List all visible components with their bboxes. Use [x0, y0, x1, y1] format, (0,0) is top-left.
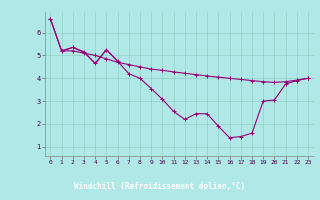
Text: Windchill (Refroidissement éolien,°C): Windchill (Refroidissement éolien,°C) — [75, 182, 245, 192]
